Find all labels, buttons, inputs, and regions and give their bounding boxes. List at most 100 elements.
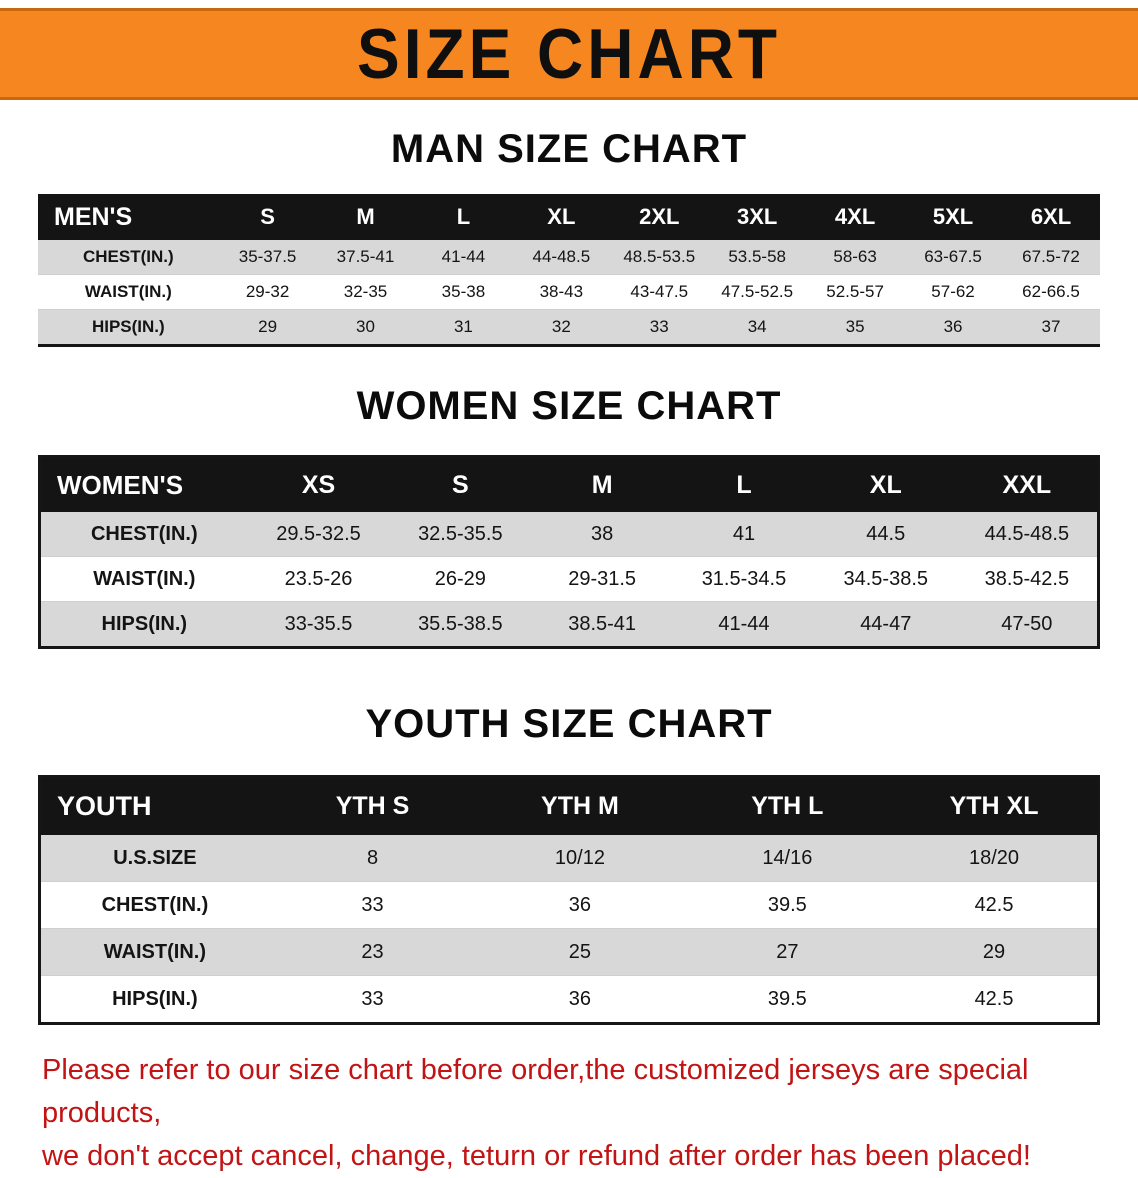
measurement-cell: 32-35 bbox=[343, 282, 388, 301]
row-label: WAIST(IN.) bbox=[103, 940, 206, 963]
size-column-header: YTH XL bbox=[891, 776, 1099, 835]
measurement-cell: 32.5-35.5 bbox=[418, 522, 503, 545]
size-column-header: S bbox=[218, 194, 317, 240]
measurement-cell: 26-29 bbox=[434, 567, 486, 590]
youth-size-table: YOUTH YTH S YTH M YTH L YTH XL U.S.SIZE 8 10/12… bbox=[38, 775, 1100, 1025]
size-column-header: XS bbox=[247, 456, 390, 512]
table-title-cell: WOMEN'S bbox=[39, 456, 248, 512]
disclaimer-line-2: we don't accept cancel, change, teturn o… bbox=[42, 1140, 1031, 1172]
measurement-cell: 34.5-38.5 bbox=[843, 567, 929, 590]
measurement-cell: 62-66.5 bbox=[1022, 282, 1080, 301]
measurement-cell: 47-50 bbox=[1001, 612, 1053, 635]
row-label: HIPS(IN.) bbox=[112, 987, 198, 1010]
measurement-cell: 34 bbox=[747, 317, 767, 336]
measurement-cell: 38.5-42.5 bbox=[984, 567, 1070, 590]
measurement-cell: 67.5-72 bbox=[1022, 247, 1080, 266]
measurement-cell: 44-48.5 bbox=[532, 247, 591, 266]
measurement-cell: 14/16 bbox=[762, 846, 813, 869]
size-column-header: S bbox=[389, 456, 532, 512]
youth-section-heading: YOUTH SIZE CHART bbox=[365, 702, 773, 746]
measurement-cell: 27 bbox=[776, 940, 799, 963]
measurement-cell: 42.5 bbox=[974, 893, 1014, 916]
measurement-cell: 33 bbox=[649, 317, 669, 336]
table-title-cell: MEN'S bbox=[38, 194, 219, 240]
size-column-header: 6XL bbox=[1001, 194, 1100, 240]
measurement-row: HIPS(IN.) 33 36 39.5 42.5 bbox=[40, 976, 1099, 1024]
measurement-cell: 23 bbox=[361, 940, 384, 963]
table-title-cell: YOUTH bbox=[39, 776, 269, 835]
measurement-row: CHEST(IN.) 33 36 39.5 42.5 bbox=[39, 882, 1099, 929]
measurement-cell: 30 bbox=[356, 317, 375, 336]
measurement-row: WAIST(IN.) 23.5-26 26-29 29-31.5 31.5-34.5 34… bbox=[39, 557, 1099, 602]
size-column-header: 3XL bbox=[708, 194, 807, 240]
measurement-row: CHEST(IN.) 35-37.5 37.5-41 41-44 44-48.5 48.5… bbox=[38, 240, 1100, 275]
size-column-header: YTH S bbox=[268, 776, 477, 835]
measurement-cell: 37.5-41 bbox=[336, 247, 395, 266]
measurement-cell: 25 bbox=[568, 940, 592, 963]
men-size-table: MEN'S S M L XL 2XL 3XL 4XL 5XL 6XL CHEST(IN.) 35-37… bbox=[38, 194, 1100, 347]
measurement-row: CHEST(IN.) 29.5-32.5 32.5-35.5 38 41 44.5 44.5… bbox=[39, 512, 1099, 557]
row-label: CHEST(IN.) bbox=[82, 247, 174, 266]
row-label: CHEST(IN.) bbox=[90, 522, 198, 545]
measurement-cell: 44-47 bbox=[860, 612, 912, 635]
size-column-header: 5XL bbox=[904, 194, 1002, 240]
measurement-cell: 33-35.5 bbox=[284, 612, 353, 635]
measurement-cell: 58-63 bbox=[833, 247, 877, 266]
measurement-cell: 43-47.5 bbox=[630, 282, 689, 301]
size-column-header: L bbox=[673, 456, 815, 512]
measurement-cell: 23.5-26 bbox=[284, 567, 353, 590]
measurement-row: HIPS(IN.) 29 30 31 32 33 34 35 36 37 bbox=[38, 309, 1100, 346]
size-chart-page: SIZE CHART MAN SIZE CHART MEN'S S M L XL 2XL 3… bbox=[0, 8, 1138, 1178]
measurement-cell: 33 bbox=[361, 987, 384, 1010]
disclaimer-note: Please refer to our size chart before or… bbox=[42, 1049, 1138, 1178]
measurement-cell: 29-31.5 bbox=[568, 567, 637, 590]
measurement-cell: 39.5 bbox=[767, 893, 807, 916]
measurement-cell: 32 bbox=[551, 317, 571, 336]
row-label: WAIST(IN.) bbox=[84, 282, 172, 301]
measurement-cell: 29-32 bbox=[245, 282, 290, 301]
measurement-cell: 29 bbox=[258, 317, 278, 336]
measurement-cell: 48.5-53.5 bbox=[623, 247, 696, 266]
measurement-cell: 35.5-38.5 bbox=[418, 612, 503, 635]
measurement-cell: 10/12 bbox=[554, 846, 605, 869]
measurement-cell: 41-44 bbox=[718, 612, 770, 635]
women-section-heading: WOMEN SIZE CHART bbox=[356, 384, 782, 428]
header-row: YOUTH YTH S YTH M YTH L YTH XL bbox=[39, 776, 1099, 835]
size-column-header: YTH L bbox=[683, 776, 892, 835]
row-label: CHEST(IN.) bbox=[101, 893, 209, 916]
measurement-cell: 35 bbox=[845, 317, 865, 336]
measurement-cell: 38-43 bbox=[539, 282, 584, 301]
measurement-cell: 53.5-58 bbox=[728, 247, 787, 266]
measurement-cell: 36 bbox=[568, 987, 592, 1010]
size-column-header: 4XL bbox=[806, 194, 905, 240]
measurement-cell: 8 bbox=[366, 846, 379, 869]
measurement-row: WAIST(IN.) 29-32 32-35 35-38 38-43 43-47.5 47.… bbox=[38, 275, 1100, 310]
page-title: SIZE CHART bbox=[357, 14, 781, 94]
measurement-cell: 44.5 bbox=[866, 522, 906, 545]
measurement-row: WAIST(IN.) 23 25 27 29 bbox=[39, 928, 1099, 976]
row-label: U.S.SIZE bbox=[113, 846, 197, 869]
measurement-cell: 63-67.5 bbox=[924, 247, 982, 266]
size-column-header: YTH M bbox=[476, 776, 684, 835]
measurement-cell: 41 bbox=[732, 522, 756, 545]
size-column-header: XL bbox=[512, 194, 611, 240]
measurement-cell: 36 bbox=[943, 317, 963, 336]
row-label: HIPS(IN.) bbox=[91, 317, 165, 336]
measurement-cell: 35-37.5 bbox=[238, 247, 297, 266]
measurement-cell: 31.5-34.5 bbox=[701, 567, 787, 590]
measurement-cell: 29 bbox=[982, 940, 1006, 963]
measurement-cell: 38 bbox=[591, 522, 614, 545]
measurement-cell: 44.5-48.5 bbox=[984, 522, 1070, 545]
size-column-header: XL bbox=[814, 456, 957, 512]
women-size-table: WOMEN'S XS S M L XL XXL CHEST(IN.) 29.5-32.5 32.5… bbox=[38, 455, 1100, 649]
men-section-heading: MAN SIZE CHART bbox=[390, 127, 748, 171]
measurement-cell: 31 bbox=[453, 317, 473, 336]
measurement-cell: 41-44 bbox=[441, 247, 486, 266]
header-row: WOMEN'S XS S M L XL XXL bbox=[39, 456, 1099, 512]
row-label: HIPS(IN.) bbox=[101, 612, 188, 635]
measurement-cell: 39.5 bbox=[767, 987, 807, 1010]
size-column-header: M bbox=[316, 194, 415, 240]
row-label: WAIST(IN.) bbox=[93, 567, 196, 590]
size-column-header: L bbox=[414, 194, 513, 240]
title-banner: SIZE CHART bbox=[0, 8, 1138, 100]
